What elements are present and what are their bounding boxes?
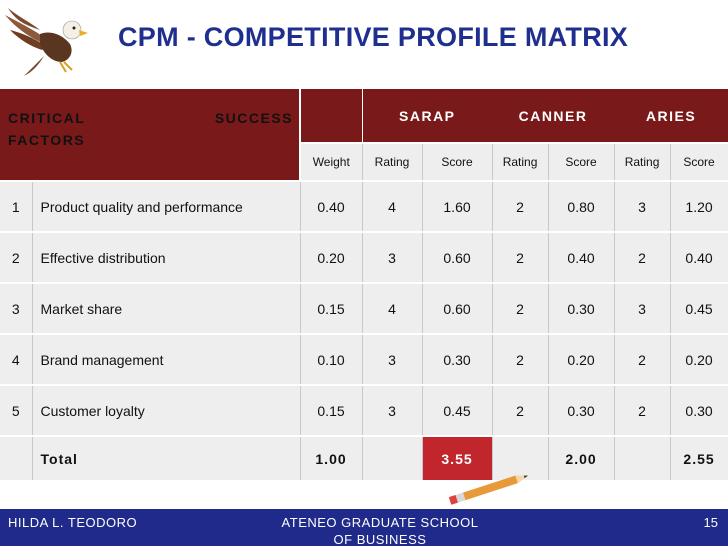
col-canner-score: Score xyxy=(548,143,615,182)
col-weight: Weight xyxy=(300,143,363,182)
sarap-rating: 3 xyxy=(362,232,423,284)
canner-score: 0.20 xyxy=(548,334,615,386)
row-number: 3 xyxy=(0,283,33,335)
sarap-score: 0.30 xyxy=(422,334,493,386)
total-label: Total xyxy=(32,436,301,482)
canner-score: 0.40 xyxy=(548,232,615,284)
aries-rating: 3 xyxy=(614,181,671,233)
col-aries-score: Score xyxy=(670,143,728,182)
sarap-score: 1.60 xyxy=(422,181,493,233)
weight-value: 0.15 xyxy=(300,385,363,437)
factor-name: Product quality and performance xyxy=(32,181,301,233)
total-weight: 1.00 xyxy=(300,436,363,482)
aries-rating: 2 xyxy=(614,385,671,437)
total-row: Total 1.00 3.55 2.00 2.55 xyxy=(0,436,728,482)
aries-score: 0.40 xyxy=(670,232,728,284)
canner-score: 0.30 xyxy=(548,385,615,437)
col-aries-rating: Rating xyxy=(614,143,671,182)
canner-rating: 2 xyxy=(492,232,549,284)
canner-rating: 2 xyxy=(492,283,549,335)
table-row: 5 Customer loyalty 0.15 3 0.45 2 0.30 2 … xyxy=(0,385,728,437)
sarap-rating: 4 xyxy=(362,181,423,233)
weight-value: 0.20 xyxy=(300,232,363,284)
table-row: 2 Effective distribution 0.20 3 0.60 2 0… xyxy=(0,232,728,284)
sarap-rating: 4 xyxy=(362,283,423,335)
factors-label: FACTORS xyxy=(8,132,86,148)
aries-rating: 3 xyxy=(614,283,671,335)
company-aries: ARIES xyxy=(614,89,728,144)
factor-name: Customer loyalty xyxy=(32,385,301,437)
canner-rating: 2 xyxy=(492,181,549,233)
factor-name: Brand management xyxy=(32,334,301,386)
footer-school-line2: OF BUSINESS xyxy=(333,532,427,547)
footer-bar: HILDA L. TEODORO ATENEO GRADUATE SCHOOL … xyxy=(0,509,728,548)
col-sarap-score: Score xyxy=(422,143,493,182)
row-number: 2 xyxy=(0,232,33,284)
sarap-score: 0.45 xyxy=(422,385,493,437)
factor-name: Market share xyxy=(32,283,301,335)
critical-success-factors-header: CRITICAL SUCCESS FACTORS xyxy=(0,89,302,182)
sarap-score: 0.60 xyxy=(422,283,493,335)
footer-school-line1: ATENEO GRADUATE SCHOOL xyxy=(281,515,479,530)
sarap-total-score: 3.55 xyxy=(422,436,493,482)
col-canner-rating: Rating xyxy=(492,143,549,182)
eagle-icon xyxy=(5,8,88,76)
aries-score: 0.20 xyxy=(670,334,728,386)
canner-rating: 2 xyxy=(492,385,549,437)
cpm-table: CRITICAL SUCCESS FACTORS SARAP CANNER AR… xyxy=(0,89,728,482)
canner-rating: 2 xyxy=(492,334,549,386)
footer-author: HILDA L. TEODORO xyxy=(8,515,138,530)
aries-rating: 2 xyxy=(614,232,671,284)
aries-score: 0.30 xyxy=(670,385,728,437)
page-title: CPM - COMPETITIVE PROFILE MATRIX xyxy=(118,22,629,52)
table-row: 4 Brand management 0.10 3 0.30 2 0.20 2 … xyxy=(0,334,728,386)
critical-label: CRITICAL xyxy=(8,110,86,126)
pencil-icon xyxy=(448,475,529,505)
aries-total-score: 2.55 xyxy=(670,436,728,482)
page-number: 15 xyxy=(703,515,718,530)
row-number: 5 xyxy=(0,385,33,437)
weight-value: 0.10 xyxy=(300,334,363,386)
factor-name: Effective distribution xyxy=(32,232,301,284)
table-row: 3 Market share 0.15 4 0.60 2 0.30 3 0.45 xyxy=(0,283,728,335)
row-number: 1 xyxy=(0,181,33,233)
aries-score: 1.20 xyxy=(670,181,728,233)
company-sarap: SARAP xyxy=(362,89,493,144)
success-label: SUCCESS xyxy=(214,110,294,126)
table-row: 1 Product quality and performance 0.40 4… xyxy=(0,181,728,233)
canner-score: 0.80 xyxy=(548,181,615,233)
footer-school: ATENEO GRADUATE SCHOOL OF BUSINESS xyxy=(260,514,500,548)
row-number: 4 xyxy=(0,334,33,386)
sarap-rating: 3 xyxy=(362,385,423,437)
weight-value: 0.40 xyxy=(300,181,363,233)
sarap-rating: 3 xyxy=(362,334,423,386)
company-canner: CANNER xyxy=(492,89,615,144)
sarap-score: 0.60 xyxy=(422,232,493,284)
weight-value: 0.15 xyxy=(300,283,363,335)
aries-rating: 2 xyxy=(614,334,671,386)
canner-total-score: 2.00 xyxy=(548,436,615,482)
canner-score: 0.30 xyxy=(548,283,615,335)
aries-score: 0.45 xyxy=(670,283,728,335)
col-sarap-rating: Rating xyxy=(362,143,423,182)
